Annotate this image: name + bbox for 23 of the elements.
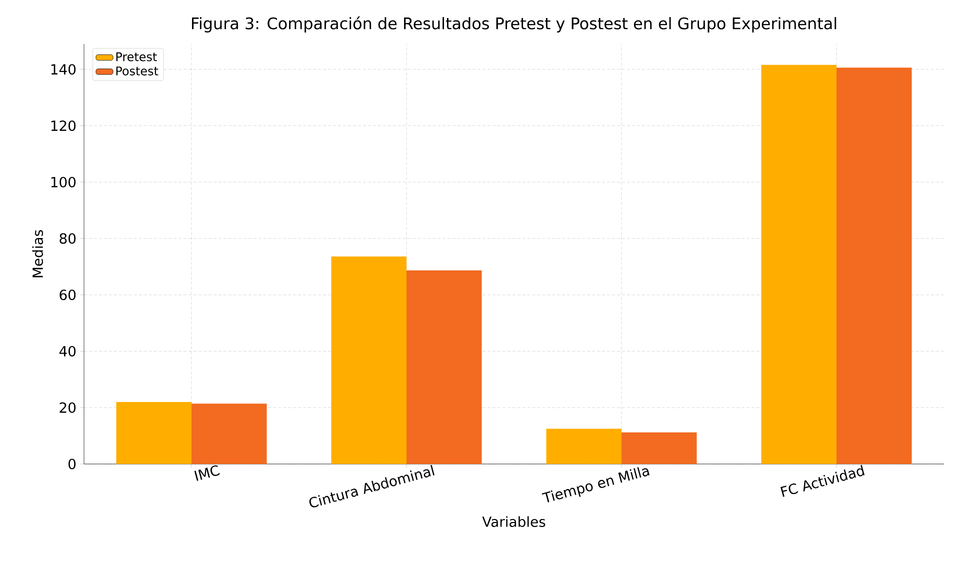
chart-title: Figura 3: Comparación de Resultados Pretest y Postest en el Grupo Experimental — [192, 16, 836, 32]
y-axis-title: Medias — [32, 230, 44, 278]
y-tick-label: 20 — [60, 402, 76, 413]
bar — [192, 404, 267, 464]
bar — [546, 428, 622, 464]
y-tick-label: 80 — [60, 233, 76, 244]
bar — [761, 64, 837, 464]
bar — [116, 402, 192, 464]
y-tick-label: 40 — [59, 346, 76, 357]
y-tick-label: 140 — [51, 64, 76, 75]
legend-label: Postest — [116, 66, 158, 76]
bar — [331, 256, 407, 464]
x-axis-title: Variables — [482, 516, 546, 527]
x-tick-label: IMC — [194, 465, 220, 481]
legend-label: Pretest — [116, 52, 157, 62]
x-tick-label: Tiempo en Milla — [542, 467, 650, 502]
y-tick-label: 0 — [68, 458, 76, 470]
bar — [406, 270, 482, 464]
bar — [622, 432, 697, 464]
y-tick-label: 120 — [51, 120, 76, 132]
bar — [836, 68, 912, 464]
y-tick-label: 100 — [51, 176, 76, 188]
y-tick-label: 60 — [60, 290, 76, 300]
